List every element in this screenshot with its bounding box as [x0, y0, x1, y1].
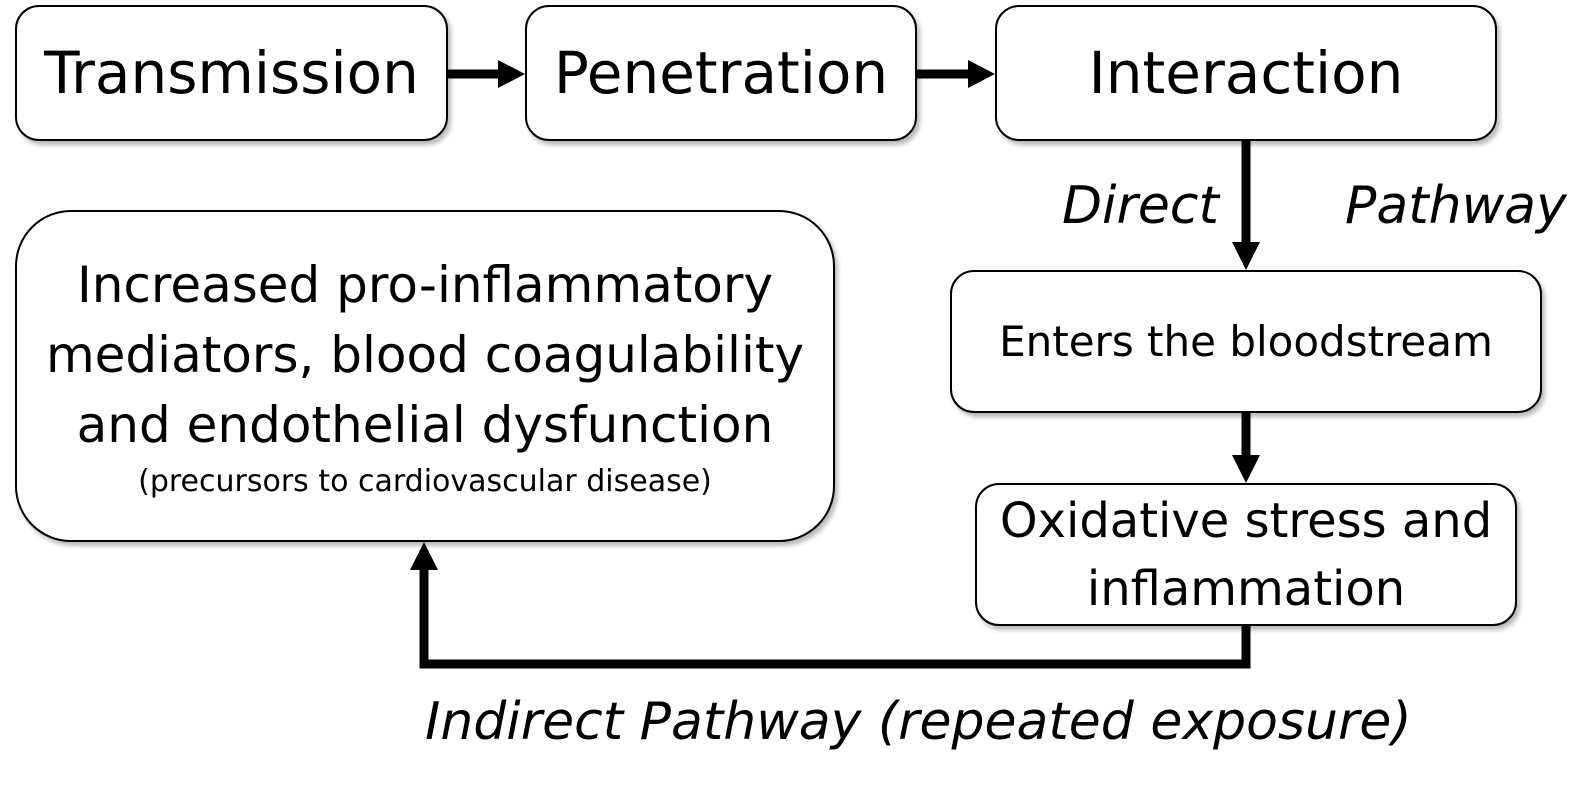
interaction-label: Interaction: [1088, 39, 1404, 107]
outcome-subtitle: (precursors to cardiovascular disease): [138, 464, 712, 499]
arrow-indirect-pathway: [410, 542, 1251, 669]
oxidative-stress-node: Oxidative stress and inflammation: [975, 483, 1517, 626]
pathway-label: Pathway: [1345, 176, 1567, 236]
arrow-transmission-to-penetration: [448, 60, 525, 88]
outcome-line-1: Increased pro-inflammatory: [76, 256, 774, 314]
interaction-node: Interaction: [995, 5, 1497, 141]
arrow-interaction-to-bloodstream: [1232, 141, 1260, 270]
indirect-pathway-label: Indirect Pathway (repeated exposure): [425, 692, 1412, 752]
transmission-label: Transmission: [44, 39, 419, 107]
penetration-label: Penetration: [553, 39, 889, 107]
arrow-bloodstream-to-oxidative: [1232, 413, 1260, 483]
outcome-line-2: mediators, blood coagulability: [45, 326, 805, 384]
oxidative-line-1: Oxidative stress and: [999, 492, 1493, 549]
direct-label: Direct: [1062, 176, 1219, 236]
cardiovascular-outcome-node: Increased pro-inflammatory mediators, bl…: [15, 210, 835, 542]
penetration-node: Penetration: [525, 5, 917, 141]
outcome-line-3: and endothelial dysfunction: [76, 396, 774, 454]
oxidative-line-2: inflammation: [1086, 560, 1406, 617]
bloodstream-node: Enters the bloodstream: [950, 270, 1542, 413]
bloodstream-label: Enters the bloodstream: [999, 317, 1493, 366]
transmission-node: Transmission: [15, 5, 448, 141]
arrow-penetration-to-interaction: [917, 60, 995, 88]
